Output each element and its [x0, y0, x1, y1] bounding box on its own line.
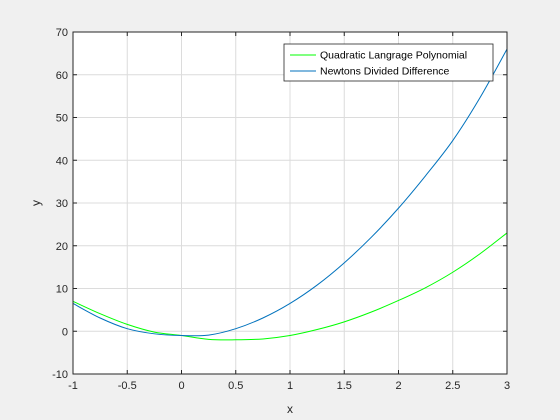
x-tick-label: 0: [178, 380, 184, 392]
y-tick-label: 10: [56, 284, 68, 296]
legend-box: [283, 43, 494, 82]
tick-marks: [72, 31, 508, 375]
x-tick-label: 1.5: [337, 380, 352, 392]
y-tick-label: 0: [62, 326, 68, 338]
x-tick-label: 0.5: [228, 380, 243, 392]
x-tick-label: -1: [68, 380, 78, 392]
x-axis-label: x: [287, 402, 293, 416]
y-tick-label: 30: [56, 198, 68, 210]
x-tick-label: 2.5: [445, 380, 460, 392]
x-tick-label: 1: [287, 380, 293, 392]
x-tick-labels: -1 -0.5 0 0.5 1 1.5 2 2.5 3: [68, 380, 510, 392]
y-tick-label: 70: [56, 27, 68, 39]
y-tick-label: 40: [56, 155, 68, 167]
y-tick-label: -10: [52, 369, 68, 381]
x-tick-label: 3: [504, 380, 510, 392]
y-tick-labels: -10 0 10 20 30 40 50 60 70: [52, 27, 68, 381]
y-tick-label: 60: [56, 70, 68, 82]
newton-series-line: [72, 48, 508, 337]
series-layer: [72, 48, 508, 341]
y-tick-label: 20: [56, 241, 68, 253]
legend-label-lagrange: Quadratic Langrage Polynomial: [320, 50, 467, 62]
legend-label-newton: Newtons Divided Difference: [320, 66, 450, 78]
lagrange-series-line: [72, 232, 508, 341]
legend[interactable]: Quadratic Langrage Polynomial Newtons Di…: [283, 43, 494, 82]
y-axis-label: y: [29, 200, 43, 206]
x-tick-label: -0.5: [118, 380, 137, 392]
y-tick-label: 50: [56, 113, 68, 125]
x-tick-label: 2: [395, 380, 401, 392]
